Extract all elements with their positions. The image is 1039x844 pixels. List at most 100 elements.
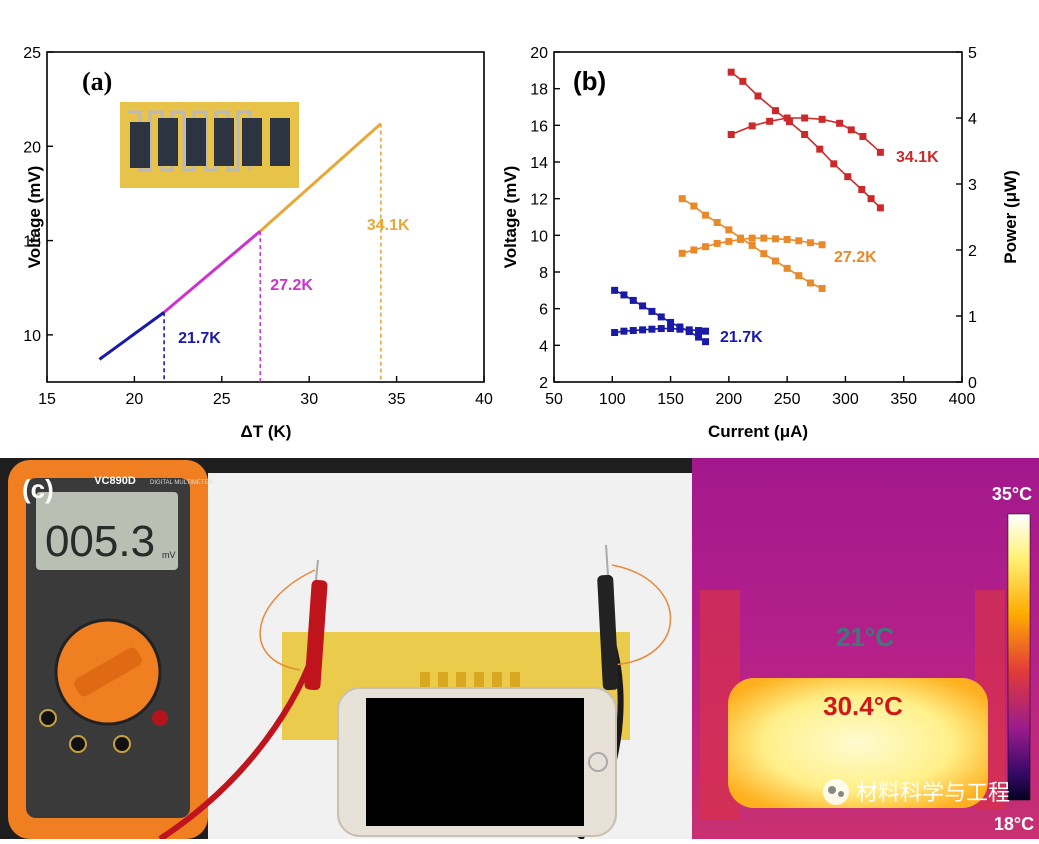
panel-b-power-point	[685, 326, 693, 334]
panel-b-series	[611, 68, 884, 346]
panel-a-line-21.7K	[98, 311, 165, 361]
panel-b-power-point	[657, 325, 665, 333]
watermark: 材料科学与工程	[823, 779, 1010, 805]
panel-b-series-label: 27.2K	[834, 249, 877, 266]
panel-b-power-point	[713, 239, 721, 247]
panel-a-lines	[98, 122, 382, 361]
panel-b-voltage-point	[639, 302, 647, 310]
panel-b-power-point	[801, 114, 809, 122]
multimeter-unit: mV	[162, 550, 176, 560]
panel-b-power-point	[639, 326, 647, 334]
panel-a-drop-lines	[163, 123, 382, 382]
panel-a-y-tick-label: 15	[23, 234, 41, 251]
panel-b-y-tick-label: 8	[539, 265, 548, 282]
panel-b-power-point	[748, 234, 756, 242]
panel-b-y2-axis-label: Power (μW)	[1001, 170, 1020, 264]
panel-a-chart: 15 20 25 30 35 40 10 15 20 25 (a) 21.7K 27.2K 34.1…	[23, 45, 493, 441]
panel-b-power-point	[876, 148, 884, 156]
panel-b-x-tick-label: 50	[545, 391, 563, 408]
panel-b-power-line	[730, 117, 881, 153]
panel-b-y-axis-label: Voltage (mV)	[501, 166, 520, 269]
panel-a-x-tick-label: 35	[388, 391, 406, 408]
panel-a-x-tick-label: 20	[126, 391, 144, 408]
device-legs	[420, 672, 520, 696]
panel-b-x-ticks: 50 100 150 200 250 300 350 400	[545, 376, 975, 408]
scale-min-label: 18°C	[994, 814, 1034, 834]
panel-b-voltage-point	[867, 195, 875, 203]
panel-a-y-tick-label: 10	[23, 328, 41, 345]
panel-b-voltage-point	[739, 77, 747, 85]
panel-c-photo: VC890D DIGITAL MULTIMETER 005.3 mV	[0, 458, 1039, 842]
panel-a-series-label: 21.7K	[178, 330, 221, 347]
panel-b-power-point	[702, 243, 710, 251]
panel-b-power-point	[795, 237, 803, 245]
red-probe	[304, 579, 328, 691]
panel-a-series-labels: 21.7K 27.2K 34.1K	[178, 217, 410, 347]
panel-b-power-point	[783, 235, 791, 243]
device-temperature-label: 30.4°C	[823, 691, 903, 721]
panel-b-x-tick-label: 150	[657, 391, 684, 408]
panel-b-y2-tick-label: 0	[968, 375, 977, 392]
panel-b-power-point	[818, 115, 826, 123]
panel-b-x-tick-label: 100	[599, 391, 626, 408]
panel-a-series-label: 27.2K	[270, 277, 313, 294]
panel-b-y2-tick-label: 5	[968, 45, 977, 62]
temperature-scale-bar	[1007, 513, 1031, 801]
panel-b-power-point	[737, 235, 745, 243]
panel-b-voltage-point	[713, 219, 721, 226]
panel-b-voltage-point	[806, 279, 814, 287]
panel-a-plot-frame	[46, 51, 485, 383]
panel-b-power-point	[629, 327, 637, 335]
panel-b-voltage-point	[702, 211, 710, 219]
thin-wire	[259, 569, 316, 671]
panel-b-power-point	[676, 325, 684, 333]
panel-b-voltage-point	[702, 338, 710, 346]
panel-b-y-tick-label: 18	[530, 82, 548, 99]
panel-b-x-tick-label: 350	[890, 391, 917, 408]
panel-a-x-ticks: 15 20 25 30 35 40	[38, 376, 493, 408]
panel-b-power-point	[847, 126, 855, 134]
panel-b-power-point	[690, 246, 698, 254]
panel-b-voltage-point	[783, 264, 791, 272]
panel-b-voltage-point	[876, 204, 884, 212]
multimeter-reading: 005.3	[45, 517, 155, 566]
panel-b-x-tick-label: 300	[832, 391, 859, 408]
panel-b-series-label: 21.7K	[720, 329, 763, 346]
panel-b-voltage-point	[611, 286, 619, 294]
panel-b-x-tick-label: 250	[774, 391, 801, 408]
panel-b-voltage-point	[690, 202, 698, 210]
panel-b-voltage-point	[844, 173, 852, 181]
panel-b-voltage-point	[667, 318, 675, 326]
panel-b-voltage-point	[801, 131, 809, 138]
black-probe	[597, 574, 619, 691]
panel-b-power-point	[783, 114, 791, 122]
multimeter: VC890D DIGITAL MULTIMETER 005.3 mV	[8, 460, 214, 839]
thermal-image: 35°C 18°C 21°C 30.4°C	[692, 458, 1039, 839]
panel-b-power-point	[818, 241, 826, 249]
panel-b-x-tick-label: 400	[949, 391, 976, 408]
panel-a-line-27.2K	[163, 229, 262, 314]
panel-b-voltage-line	[730, 71, 881, 209]
multimeter-brand: VC890D	[94, 475, 136, 487]
smartphone	[337, 687, 617, 837]
panel-b-voltage-point	[725, 226, 733, 234]
panel-b-voltage-point	[678, 195, 686, 203]
panel-b-series-label: 34.1K	[896, 149, 939, 166]
panel-b-y2-ticks: 0 1 2 3 4 5	[956, 45, 977, 392]
panel-a-line-34.1K	[259, 122, 382, 233]
panel-b-y-tick-label: 16	[530, 118, 548, 135]
panel-b-voltage-point	[830, 160, 838, 168]
panel-b-voltage-point	[657, 313, 665, 321]
panel-a-x-tick-label: 30	[300, 391, 318, 408]
panel-b-series-27.2K	[678, 195, 826, 292]
panel-b-voltage-point	[695, 333, 703, 341]
panel-b-voltage-point	[648, 307, 656, 315]
panel-a-y-tick-label: 20	[23, 139, 41, 156]
panel-a-y-axis-label: Voltage (mV)	[25, 166, 44, 269]
panel-a-y-tick-label: 25	[23, 45, 41, 62]
panel-b-x-axis-label: Current (μA)	[708, 422, 808, 441]
panel-b-voltage-point	[858, 186, 866, 193]
panel-b-y-tick-label: 10	[530, 228, 548, 245]
panel-a-x-axis-label: ΔT (K)	[241, 422, 292, 441]
